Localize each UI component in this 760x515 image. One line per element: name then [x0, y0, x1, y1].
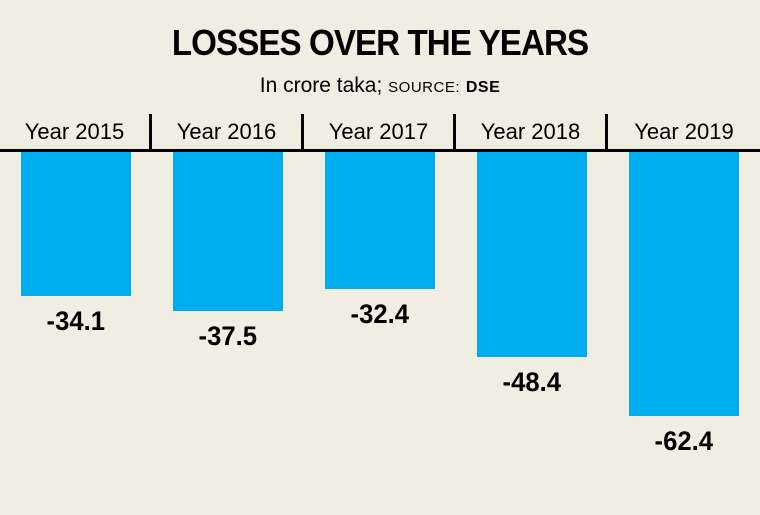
bar-2019 — [629, 152, 739, 416]
x-axis-label: Year 2019 — [608, 114, 760, 152]
x-axis-label: Year 2018 — [456, 114, 608, 152]
bar-value-label: -32.4 — [350, 299, 410, 329]
bar-2018 — [477, 152, 587, 357]
bar-value-label: -48.4 — [502, 367, 562, 397]
chart-column: Year 2017 -32.4 — [304, 114, 456, 457]
chart-column: Year 2019 -62.4 — [608, 114, 760, 457]
x-axis-label: Year 2016 — [152, 114, 304, 152]
bar-2017 — [325, 152, 435, 289]
bar-2016 — [173, 152, 283, 311]
bar-value-label: -62.4 — [654, 426, 714, 456]
bar-value-label: -34.1 — [46, 306, 106, 336]
chart-title: LOSSES OVER THE YEARS — [171, 22, 589, 63]
x-axis-label: Year 2017 — [304, 114, 456, 152]
chart-column: Year 2018 -48.4 — [456, 114, 608, 457]
x-axis-label: Year 2015 — [0, 114, 152, 152]
chart-column: Year 2015 -34.1 — [0, 114, 152, 457]
bar-2015 — [21, 152, 131, 296]
chart-subtitle: In crore taka; SOURCE: DSE — [0, 74, 760, 98]
source-label: SOURCE: — [388, 79, 460, 96]
unit-text: In crore taka; — [259, 74, 383, 97]
chart-column: Year 2016 -37.5 — [152, 114, 304, 457]
bar-value-label: -37.5 — [198, 321, 258, 351]
bar-chart: Year 2015 -34.1 Year 2016 -37.5 Year 201… — [0, 114, 760, 457]
source-value: DSE — [465, 79, 501, 96]
